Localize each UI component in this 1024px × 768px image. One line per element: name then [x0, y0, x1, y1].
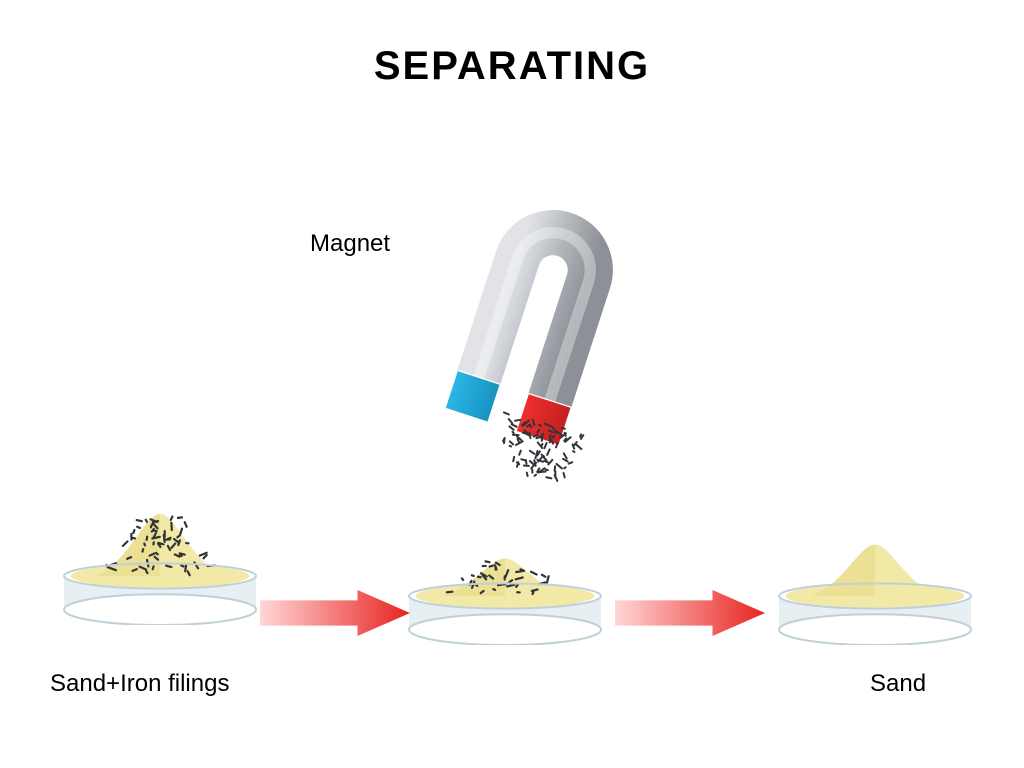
label-sand: Sand	[870, 670, 926, 698]
label-sand-plus-iron: Sand+Iron filings	[50, 670, 229, 698]
process-arrow-1	[260, 590, 410, 636]
label-magnet: Magnet	[310, 230, 390, 258]
process-arrow-2	[615, 590, 765, 636]
petri-dish-sand-iron	[60, 495, 260, 625]
diagram-title: SEPARATING	[0, 44, 1024, 89]
diagram-stage: SEPARATING Magnet Sand+Iron filings Sand	[0, 0, 1024, 768]
petri-dish-separating	[405, 515, 605, 645]
horseshoe-magnet	[405, 195, 665, 525]
petri-dish-sand-only	[775, 515, 975, 645]
